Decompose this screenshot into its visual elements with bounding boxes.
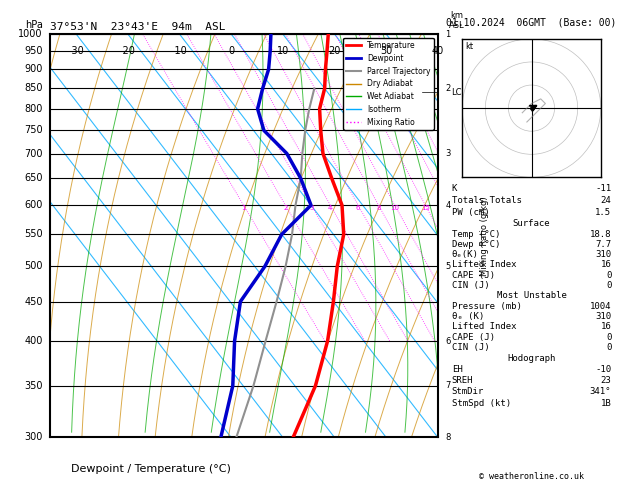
Text: hPa: hPa bbox=[25, 20, 43, 30]
Text: 10: 10 bbox=[391, 205, 399, 211]
Text: 0: 0 bbox=[606, 281, 611, 290]
Text: LCL: LCL bbox=[452, 88, 467, 97]
Text: 30: 30 bbox=[380, 46, 392, 56]
Text: 850: 850 bbox=[24, 84, 43, 93]
Text: θₑ(K): θₑ(K) bbox=[452, 250, 479, 259]
Text: © weatheronline.co.uk: © weatheronline.co.uk bbox=[479, 472, 584, 481]
Text: 1.5: 1.5 bbox=[595, 208, 611, 217]
Text: 1B: 1B bbox=[601, 399, 611, 408]
Text: 2: 2 bbox=[445, 84, 451, 93]
Text: 550: 550 bbox=[24, 229, 43, 239]
Text: 800: 800 bbox=[24, 104, 43, 114]
Text: StmDir: StmDir bbox=[452, 387, 484, 397]
Text: 650: 650 bbox=[24, 174, 43, 183]
Text: 450: 450 bbox=[24, 296, 43, 307]
Text: CIN (J): CIN (J) bbox=[452, 281, 489, 290]
Text: 300: 300 bbox=[24, 433, 43, 442]
Text: CAPE (J): CAPE (J) bbox=[452, 333, 494, 342]
Text: 6: 6 bbox=[445, 336, 451, 346]
Text: km
ASL: km ASL bbox=[449, 11, 465, 30]
Text: 310: 310 bbox=[595, 312, 611, 321]
Text: -10: -10 bbox=[172, 46, 187, 56]
Text: 750: 750 bbox=[24, 125, 43, 136]
Text: Dewpoint / Temperature (°C): Dewpoint / Temperature (°C) bbox=[71, 464, 231, 474]
Text: 40: 40 bbox=[431, 46, 444, 56]
Text: StmSpd (kt): StmSpd (kt) bbox=[452, 399, 511, 408]
Text: 23: 23 bbox=[601, 376, 611, 385]
Text: 500: 500 bbox=[24, 261, 43, 271]
Text: Most Unstable: Most Unstable bbox=[496, 291, 567, 300]
Text: Dewp (°C): Dewp (°C) bbox=[452, 240, 500, 249]
Text: 3: 3 bbox=[445, 149, 451, 158]
Text: 1004: 1004 bbox=[590, 302, 611, 311]
Text: 341°: 341° bbox=[590, 387, 611, 397]
Text: 600: 600 bbox=[24, 200, 43, 210]
Text: -20: -20 bbox=[120, 46, 136, 56]
Text: 7.7: 7.7 bbox=[595, 240, 611, 249]
Text: 37°53'N  23°43'E  94m  ASL: 37°53'N 23°43'E 94m ASL bbox=[50, 22, 226, 32]
Text: 950: 950 bbox=[24, 46, 43, 56]
Text: CAPE (J): CAPE (J) bbox=[452, 271, 494, 280]
Text: 0: 0 bbox=[228, 46, 234, 56]
Text: SREH: SREH bbox=[452, 376, 473, 385]
Text: 0: 0 bbox=[606, 333, 611, 342]
Text: Surface: Surface bbox=[513, 219, 550, 228]
Text: 15: 15 bbox=[421, 205, 430, 211]
Text: 1: 1 bbox=[445, 30, 451, 38]
Text: 8: 8 bbox=[445, 433, 451, 442]
Text: Lifted Index: Lifted Index bbox=[452, 260, 516, 269]
Text: -10: -10 bbox=[595, 365, 611, 374]
Text: 900: 900 bbox=[24, 64, 43, 74]
Text: 24: 24 bbox=[601, 196, 611, 205]
Text: 7: 7 bbox=[445, 381, 451, 390]
Text: kt: kt bbox=[465, 42, 473, 51]
Legend: Temperature, Dewpoint, Parcel Trajectory, Dry Adiabat, Wet Adiabat, Isotherm, Mi: Temperature, Dewpoint, Parcel Trajectory… bbox=[343, 38, 434, 130]
Text: 4: 4 bbox=[328, 205, 333, 211]
Text: Hodograph: Hodograph bbox=[508, 354, 555, 363]
Text: 10: 10 bbox=[277, 46, 289, 56]
Text: EH: EH bbox=[452, 365, 462, 374]
Text: Mixing Ratio (g/kg): Mixing Ratio (g/kg) bbox=[480, 196, 489, 276]
Text: 5: 5 bbox=[445, 262, 451, 271]
Text: 1: 1 bbox=[242, 205, 246, 211]
Text: 3: 3 bbox=[309, 205, 313, 211]
Text: 0: 0 bbox=[606, 271, 611, 280]
Text: 350: 350 bbox=[24, 381, 43, 391]
Text: -30: -30 bbox=[69, 46, 84, 56]
Text: 16: 16 bbox=[601, 260, 611, 269]
Text: 6: 6 bbox=[356, 205, 360, 211]
Text: 1000: 1000 bbox=[18, 29, 43, 39]
Text: 8: 8 bbox=[376, 205, 381, 211]
Text: 20: 20 bbox=[328, 46, 341, 56]
Text: 2: 2 bbox=[283, 205, 287, 211]
Text: -11: -11 bbox=[595, 184, 611, 193]
Text: PW (cm): PW (cm) bbox=[452, 208, 489, 217]
Text: 4: 4 bbox=[445, 201, 451, 209]
Text: θₑ (K): θₑ (K) bbox=[452, 312, 484, 321]
Text: 0: 0 bbox=[606, 343, 611, 352]
Text: K: K bbox=[452, 184, 457, 193]
Text: 700: 700 bbox=[24, 149, 43, 158]
Text: 400: 400 bbox=[24, 336, 43, 346]
Text: Temp (°C): Temp (°C) bbox=[452, 229, 500, 239]
Text: 16: 16 bbox=[601, 322, 611, 331]
Text: CIN (J): CIN (J) bbox=[452, 343, 489, 352]
Text: 310: 310 bbox=[595, 250, 611, 259]
Text: Totals Totals: Totals Totals bbox=[452, 196, 521, 205]
Text: 01.10.2024  06GMT  (Base: 00): 01.10.2024 06GMT (Base: 00) bbox=[447, 17, 616, 27]
Text: Pressure (mb): Pressure (mb) bbox=[452, 302, 521, 311]
Text: 18.8: 18.8 bbox=[590, 229, 611, 239]
Text: Lifted Index: Lifted Index bbox=[452, 322, 516, 331]
